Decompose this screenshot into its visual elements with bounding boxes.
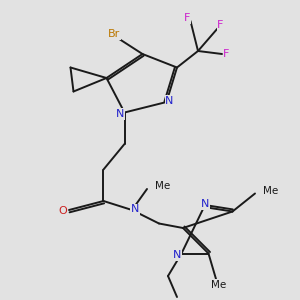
Text: O: O bbox=[58, 206, 68, 217]
Text: Me: Me bbox=[262, 186, 278, 196]
Text: Br: Br bbox=[108, 29, 120, 39]
Text: N: N bbox=[201, 199, 210, 209]
Text: F: F bbox=[217, 20, 224, 31]
Text: N: N bbox=[131, 204, 139, 214]
Text: F: F bbox=[223, 49, 230, 59]
Text: F: F bbox=[184, 13, 191, 23]
Text: N: N bbox=[165, 95, 174, 106]
Text: Me: Me bbox=[212, 280, 226, 290]
Text: Me: Me bbox=[154, 181, 170, 191]
Text: N: N bbox=[116, 109, 124, 119]
Text: N: N bbox=[173, 250, 181, 260]
